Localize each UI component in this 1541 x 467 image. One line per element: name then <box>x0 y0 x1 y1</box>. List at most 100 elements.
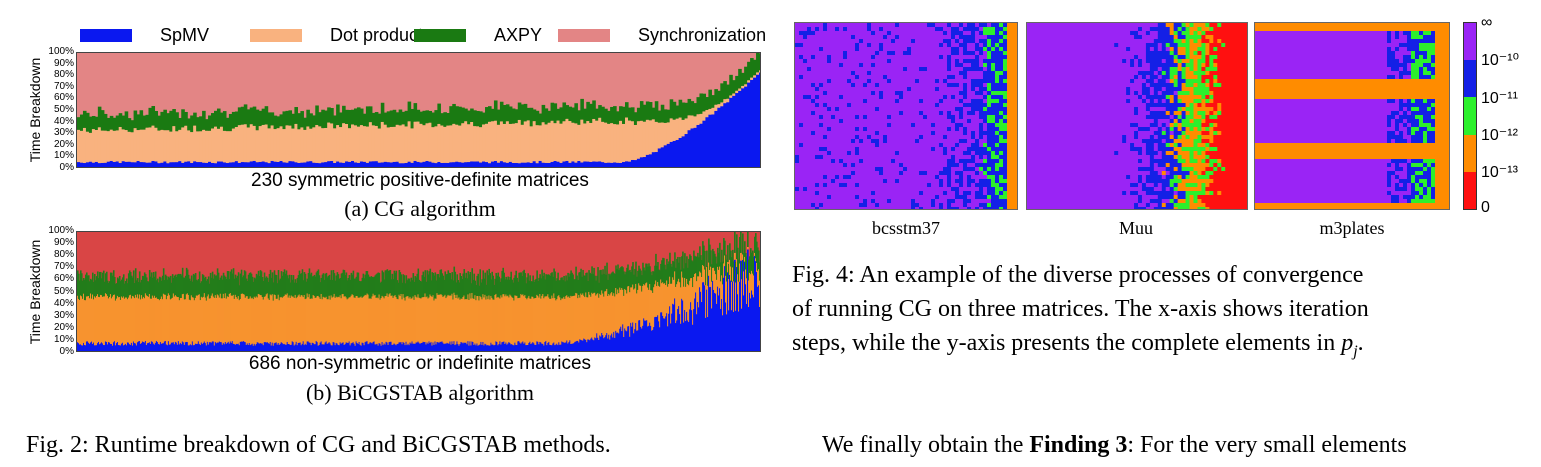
breakdown-bar-segment <box>488 295 490 346</box>
breakdown-bar-segment <box>326 343 329 351</box>
heatmap-cell <box>959 159 964 164</box>
heatmap-cell <box>807 63 812 68</box>
breakdown-bar-segment <box>606 262 608 289</box>
breakdown-bar-segment <box>252 299 255 346</box>
heatmap-cell <box>983 135 988 140</box>
breakdown-bar-segment <box>703 282 705 351</box>
heatmap-cell <box>927 63 932 68</box>
breakdown-bar-segment <box>528 295 530 343</box>
heatmap-cell <box>911 59 916 64</box>
breakdown-bar-segment <box>446 162 450 167</box>
breakdown-bar-segment <box>249 107 254 125</box>
breakdown-bar-segment <box>369 298 372 343</box>
heatmap-cell <box>819 95 824 100</box>
heatmap-cell <box>803 171 808 176</box>
heatmap-cell <box>827 127 832 132</box>
heatmap-cell <box>839 123 844 128</box>
heatmap-cell <box>899 95 904 100</box>
breakdown-bar-segment <box>331 345 334 351</box>
heatmap-cell <box>883 95 888 100</box>
heatmap-cell <box>855 67 860 72</box>
heatmap-cell <box>907 163 912 168</box>
heatmap-cell <box>955 27 960 32</box>
breakdown-bar-segment <box>300 273 303 295</box>
breakdown-bar-segment <box>666 313 668 351</box>
breakdown-bar-segment <box>422 110 427 126</box>
breakdown-bar-segment <box>647 287 649 327</box>
heatmap-cell <box>875 95 880 100</box>
breakdown-bar-segment <box>629 292 631 337</box>
heatmap-cell <box>855 99 860 104</box>
breakdown-bar-segment <box>733 261 735 282</box>
breakdown-bar-segment <box>533 298 535 344</box>
breakdown-bar-segment <box>345 297 348 343</box>
breakdown-bar-segment <box>393 296 396 344</box>
breakdown-bar-segment <box>229 292 232 342</box>
breakdown-bar-segment <box>303 295 306 346</box>
breakdown-bar-segment <box>354 297 357 346</box>
heatmap-cell <box>951 131 956 136</box>
breakdown-bar-segment <box>222 111 227 131</box>
heatmap-cell <box>963 163 968 168</box>
heatmap-cell <box>947 159 952 164</box>
breakdown-bar-segment <box>465 272 468 299</box>
heatmap-cell <box>923 131 928 136</box>
breakdown-bar-segment <box>327 122 331 162</box>
heatmap-cell <box>1015 31 1017 36</box>
breakdown-bar-segment <box>438 294 441 343</box>
breakdown-bar-segment <box>739 263 741 282</box>
breakdown-bar-segment <box>523 121 528 163</box>
heatmap-cell <box>1011 75 1016 80</box>
heatmap-cell <box>999 35 1004 40</box>
heatmap-cell <box>823 107 828 112</box>
breakdown-bar-segment <box>313 344 316 351</box>
breakdown-bar-segment <box>411 280 414 299</box>
heatmap-cell <box>963 155 968 160</box>
breakdown-bar-segment <box>608 334 610 351</box>
heatmap-cell <box>919 111 924 116</box>
heatmap-cell <box>823 99 828 104</box>
heatmap-cell <box>959 163 964 168</box>
breakdown-bar-segment <box>291 161 296 167</box>
breakdown-bar-segment <box>373 295 376 342</box>
heatmap-cell <box>807 151 812 156</box>
breakdown-bar-segment <box>735 310 737 351</box>
heatmap-cell <box>967 35 972 40</box>
heatmap-cell <box>899 119 904 124</box>
heatmap-cell <box>975 95 980 100</box>
breakdown-bar-segment <box>742 259 744 351</box>
breakdown-bar-segment <box>209 298 212 343</box>
breakdown-bar-segment <box>213 345 216 351</box>
breakdown-bar-segment <box>543 272 545 299</box>
breakdown-bar-segment <box>242 340 245 351</box>
breakdown-bar-segment <box>162 293 165 344</box>
breakdown-bar-segment <box>358 341 361 351</box>
heatmap-cell <box>839 27 844 32</box>
heatmap-cell <box>951 47 956 52</box>
breakdown-bar-segment <box>662 315 664 351</box>
breakdown-bar-segment <box>78 343 80 351</box>
breakdown-bar-segment <box>77 162 81 167</box>
breakdown-bar-segment <box>135 297 138 346</box>
breakdown-bar-segment <box>166 113 170 131</box>
breakdown-bar-segment <box>164 340 167 351</box>
breakdown-bar-segment <box>204 297 207 344</box>
breakdown-bar-segment <box>304 273 307 300</box>
breakdown-bar-segment <box>127 342 130 351</box>
breakdown-bar-segment <box>154 271 157 298</box>
breakdown-bar-segment <box>606 333 608 351</box>
heatmap-cell <box>843 159 848 164</box>
heatmap-cell <box>999 59 1004 64</box>
breakdown-bar-segment <box>291 296 294 342</box>
heatmap-cell <box>899 159 904 164</box>
breakdown-bar-segment <box>474 295 477 344</box>
breakdown-bar-segment <box>505 276 507 295</box>
heatmap-cell <box>803 127 808 132</box>
heatmap-cell <box>1007 115 1012 120</box>
heatmap-cell <box>919 143 924 148</box>
breakdown-bar-segment <box>686 278 688 312</box>
heatmap-cell <box>915 83 920 88</box>
heatmap-cell <box>851 147 856 152</box>
heatmap-cell <box>875 35 880 40</box>
heatmap-cell <box>979 103 984 108</box>
